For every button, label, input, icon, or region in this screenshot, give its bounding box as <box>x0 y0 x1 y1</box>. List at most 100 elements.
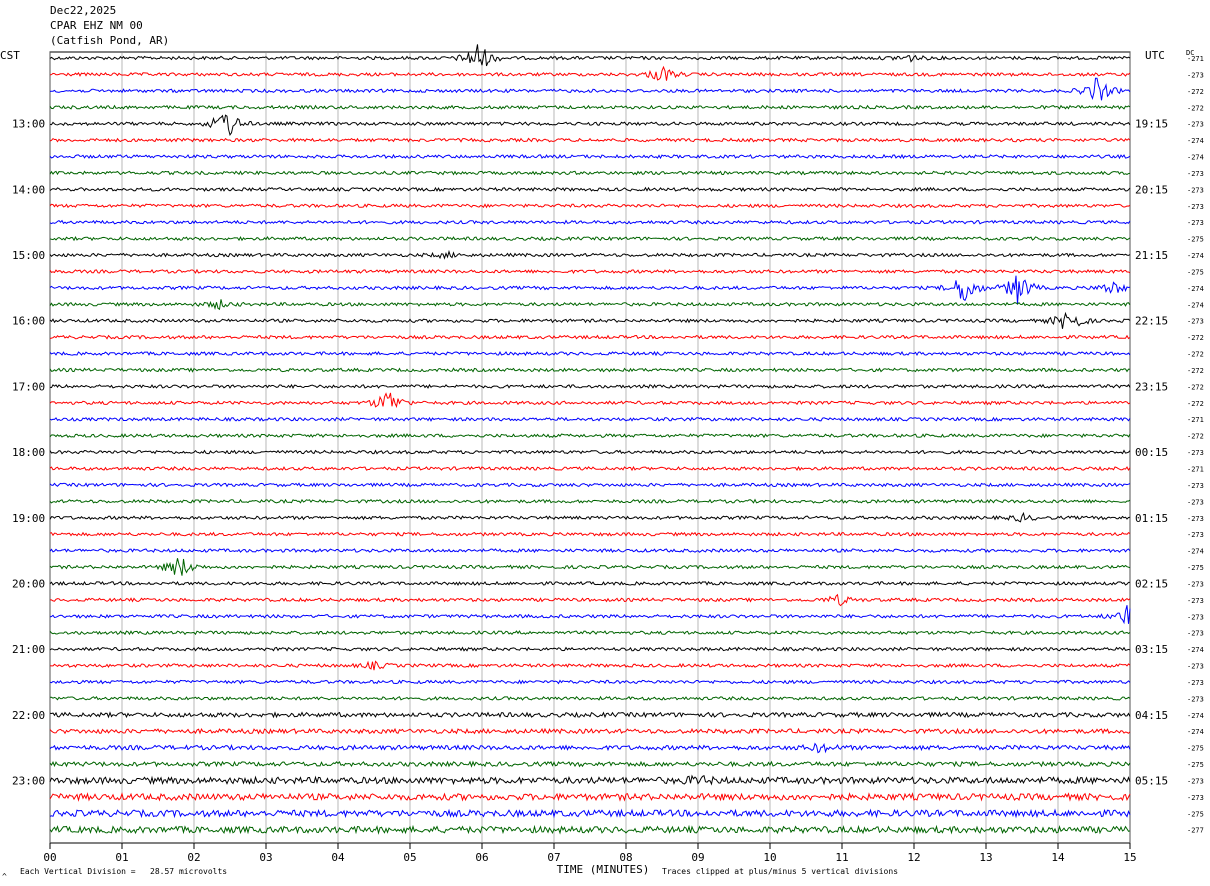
dc-offset-label: -274 <box>1187 548 1204 556</box>
dc-offset-label: -275 <box>1187 236 1204 244</box>
dc-offset-label: -274 <box>1187 646 1204 654</box>
right-hour-label: 04:15 <box>1135 709 1168 722</box>
trace-line <box>49 465 1131 472</box>
x-tick-label: 08 <box>619 851 632 864</box>
dc-offset-label: -273 <box>1187 498 1204 506</box>
dc-offset-label: -273 <box>1187 515 1204 523</box>
left-hour-label: 14:00 <box>12 183 45 196</box>
dc-offset-label: -275 <box>1187 564 1204 572</box>
trace-line <box>49 268 1131 275</box>
dc-offset-label: -274 <box>1187 252 1204 260</box>
dc-offset-label: -273 <box>1187 695 1204 703</box>
trace-line <box>49 774 1131 786</box>
trace-line <box>49 137 1131 143</box>
dc-offset-label: -274 <box>1187 137 1204 145</box>
left-hour-label: 18:00 <box>12 446 45 459</box>
x-tick-label: 11 <box>835 851 848 864</box>
dc-header-label: DC <box>1186 49 1195 57</box>
x-axis-ticks: 00 01 02 03 04 05 06 07 08 09 10 11 12 13 14 15 <box>43 843 1137 864</box>
dc-offset-label: -273 <box>1187 679 1204 687</box>
trace-line <box>49 383 1131 389</box>
dc-offset-label: -274 <box>1187 301 1204 309</box>
trace-line <box>49 311 1131 329</box>
trace-line <box>49 203 1131 209</box>
dc-offset-label: -273 <box>1187 630 1204 638</box>
trace-line <box>49 660 1131 671</box>
trace-line <box>49 153 1131 160</box>
dc-offset-label: -272 <box>1187 433 1204 441</box>
dc-offset-label: -271 <box>1187 466 1204 474</box>
x-tick-label: 00 <box>43 851 56 864</box>
x-tick-label: 12 <box>907 851 920 864</box>
right-hour-label: 20:15 <box>1135 183 1168 196</box>
dc-offset-label: -271 <box>1187 416 1204 424</box>
left-hour-label: 13:00 <box>12 118 45 131</box>
dc-offset-label: -272 <box>1187 88 1204 96</box>
trace-line <box>49 65 1131 81</box>
right-hour-labels: 19:15 20:15 21:15 22:15 23:15 00:15 01:15 02:15… <box>1135 118 1168 788</box>
trace-line <box>49 511 1131 523</box>
left-hour-label: 21:00 <box>12 643 45 656</box>
right-hour-label: 01:15 <box>1135 512 1168 525</box>
dc-offset-labels: -271 -273 -272 -272 -273 -274 -274 -273 -273 -273… <box>1187 55 1204 835</box>
dc-offset-label: -273 <box>1187 613 1204 621</box>
trace-line <box>49 104 1131 110</box>
trace-line <box>49 334 1131 340</box>
trace-line <box>49 433 1131 439</box>
left-hour-label: 16:00 <box>12 315 45 328</box>
trace-line <box>49 449 1131 455</box>
trace-line <box>49 531 1131 537</box>
trace-line <box>49 275 1131 305</box>
x-tick-label: 13 <box>979 851 992 864</box>
x-tick-label: 09 <box>691 851 704 864</box>
dc-offset-label: -273 <box>1187 170 1204 178</box>
dc-offset-label: -272 <box>1187 334 1204 342</box>
dc-offset-label: -272 <box>1187 400 1204 408</box>
header-date: Dec22,2025 <box>50 4 117 17</box>
trace-line <box>49 727 1131 735</box>
trace-line <box>49 580 1130 587</box>
dc-offset-label: -273 <box>1187 219 1204 227</box>
dc-offset-label: -273 <box>1187 597 1204 605</box>
left-hour-label: 20:00 <box>12 577 45 590</box>
left-timezone-label: CST <box>0 49 20 62</box>
plot-frame <box>49 51 1131 844</box>
trace-line <box>49 114 1131 137</box>
x-tick-label: 02 <box>187 851 200 864</box>
header-station: CPAR EHZ NM 00 <box>50 19 143 32</box>
left-hour-label: 22:00 <box>12 709 45 722</box>
trace-line <box>49 219 1131 225</box>
dc-offset-label: -273 <box>1187 449 1204 457</box>
x-tick-label: 07 <box>547 851 560 864</box>
trace-line <box>49 77 1131 101</box>
trace-line <box>49 792 1131 802</box>
dc-offset-label: -272 <box>1187 351 1204 359</box>
x-tick-label: 15 <box>1123 851 1136 864</box>
dc-offset-label: -273 <box>1187 777 1204 785</box>
trace-line <box>49 299 1131 311</box>
trace-line <box>50 593 1131 607</box>
x-tick-label: 04 <box>331 851 345 864</box>
trace-line <box>49 760 1131 768</box>
trace-line <box>49 44 1131 67</box>
trace-line <box>49 416 1131 422</box>
right-hour-label: 19:15 <box>1135 118 1168 131</box>
trace-line <box>49 548 1131 554</box>
x-axis-label: TIME (MINUTES) <box>557 863 650 876</box>
dc-offset-label: -275 <box>1187 745 1204 753</box>
trace-line <box>49 498 1131 504</box>
clip-note: Traces clipped at plus/minus 5 vertical … <box>662 867 899 876</box>
dc-offset-label: -274 <box>1187 154 1204 162</box>
dc-offset-label: -273 <box>1187 482 1204 490</box>
dc-offset-label: -273 <box>1187 580 1204 588</box>
trace-line <box>49 742 1131 754</box>
trace-line <box>49 646 1131 652</box>
trace-line <box>49 558 1131 576</box>
trace-line <box>49 186 1131 192</box>
dc-offset-label: -271 <box>1187 55 1204 63</box>
right-timezone-label: UTC <box>1145 49 1165 62</box>
right-hour-label: 22:15 <box>1135 315 1168 328</box>
dc-offset-label: -274 <box>1187 728 1204 736</box>
dc-offset-label: -273 <box>1187 203 1204 211</box>
